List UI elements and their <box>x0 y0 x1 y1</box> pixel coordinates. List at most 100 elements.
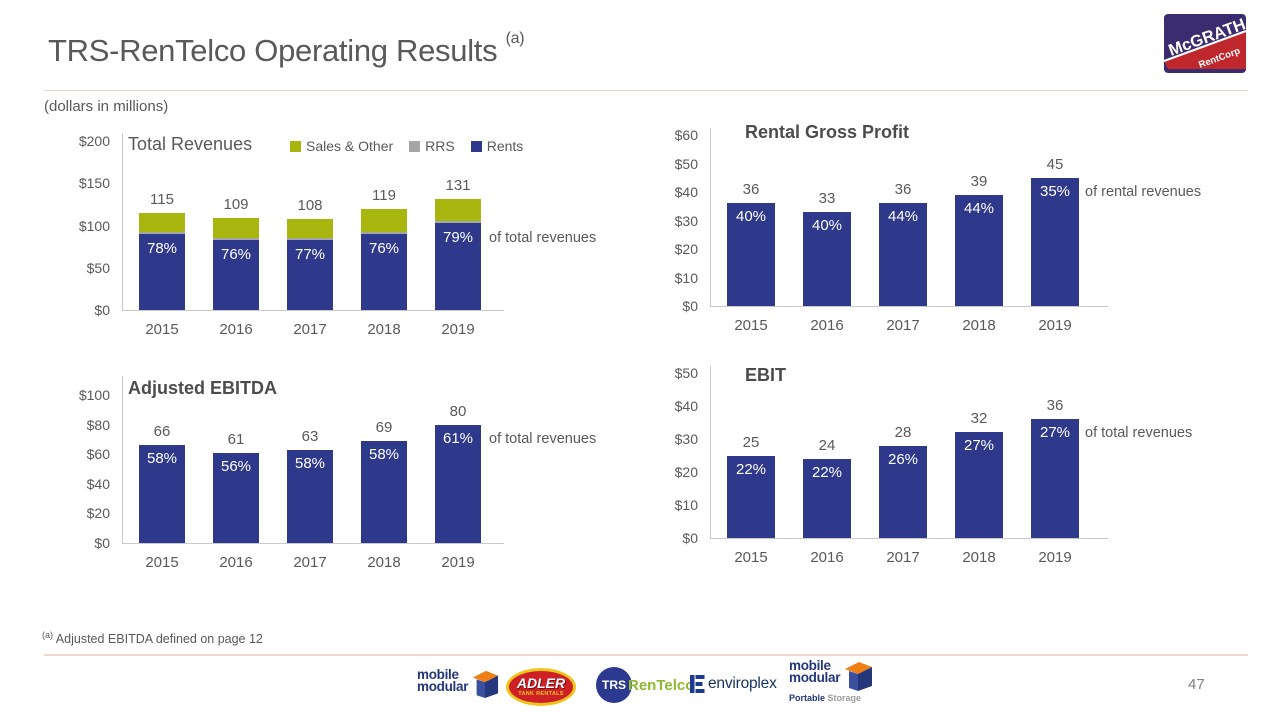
bar-percent-label: 58% <box>294 454 326 472</box>
bar-value-label: 61 <box>227 430 245 448</box>
bar <box>727 203 775 306</box>
legend-swatch-icon <box>290 140 301 152</box>
bar-percent-label: 61% <box>442 429 474 447</box>
x-axis-category-label: 2017 <box>293 321 327 338</box>
bar-value-label: 39 <box>970 172 988 190</box>
bar-value-label: 25 <box>742 433 760 451</box>
chart-rental-gross-profit: $60 $50 $40 $30 $20 $10 $0 Rental Gross Profit 3… <box>660 116 1238 356</box>
adler-subtext: TANK RENTALS <box>518 691 564 697</box>
bar-percent-label: 44% <box>887 208 919 226</box>
x-axis-category-label: 2019 <box>441 554 475 571</box>
bar-segment-rrs <box>361 232 407 234</box>
x-axis-category-label: 2015 <box>734 549 768 566</box>
bar <box>803 458 851 538</box>
bar-segment-sales-other <box>361 209 407 233</box>
bar-value-label: 119 <box>372 187 396 205</box>
x-axis-category-label: 2018 <box>367 554 401 571</box>
y-axis-tick-label: $30 <box>674 212 698 229</box>
bar-value-label: 131 <box>445 177 471 195</box>
bar-value-label: 36 <box>742 181 760 199</box>
legend-label: Sales & Other <box>306 138 394 154</box>
legend-swatch-icon <box>409 140 421 152</box>
mm-line1: mobile <box>417 667 459 682</box>
y-axis-tick-label: $50 <box>674 365 698 381</box>
mm-ps-sub-bold: Portable <box>789 693 826 703</box>
bar-segment-rents <box>287 239 333 310</box>
mm-ps-wordmark: mobile modular <box>789 659 840 685</box>
logo-red-triangle <box>1164 31 1246 69</box>
bar-segment-rents <box>213 239 259 310</box>
page-title-footnote-marker: (a) <box>505 30 525 47</box>
mobile-modular-box-icon <box>473 670 499 698</box>
y-axis-tick-label: $20 <box>86 505 110 522</box>
x-axis-category-label: 2018 <box>367 321 401 338</box>
enviroplex-wordmark: enviroplex <box>708 675 777 692</box>
bar-percent-label: 27% <box>963 437 995 455</box>
bar <box>1031 177 1079 306</box>
chart-ebit: $50 $40 $30 $20 $10 $0 EBIT 25 22% 2015 24 22% 2016 2… <box>660 358 1238 583</box>
header-divider <box>44 90 1248 91</box>
mobile-modular-wordmark: mobile modular <box>417 667 468 694</box>
x-axis-category-label: 2019 <box>441 321 475 338</box>
footer-divider <box>44 654 1248 656</box>
y-axis-tick-label: $100 <box>78 387 110 403</box>
y-axis-tick-label: $40 <box>674 398 698 414</box>
x-axis-category-label: 2016 <box>219 554 253 571</box>
bar-segment-rents <box>435 222 481 310</box>
bar-percent-label: 40% <box>811 216 843 234</box>
y-axis-tick-label: $10 <box>674 497 698 513</box>
chart-title: EBIT <box>745 365 787 385</box>
bar-segment-rrs <box>213 238 259 240</box>
bar <box>287 449 333 543</box>
y-axis-tick-label: $0 <box>94 302 110 318</box>
x-axis-line <box>122 543 504 544</box>
y-axis-tick-label: $80 <box>86 416 110 433</box>
x-axis-category-label: 2018 <box>962 317 996 334</box>
x-axis-category-label: 2019 <box>1038 317 1072 334</box>
y-axis-line <box>122 133 123 310</box>
side-note: of total revenues <box>1085 425 1193 442</box>
x-axis-category-label: 2016 <box>810 317 844 334</box>
y-axis-tick-label: $60 <box>674 127 698 143</box>
bar <box>803 211 851 306</box>
enviroplex-logo: enviroplex <box>690 674 777 694</box>
bar-segment-rrs <box>435 221 481 223</box>
mobile-modular-logo: mobile modular <box>417 667 499 699</box>
bar <box>213 452 259 543</box>
mcgrath-rentcorp-logo: McGRATH RentCorp <box>1164 14 1246 73</box>
bar-value-label: 69 <box>375 418 393 436</box>
bar-percent-label: 77% <box>294 245 326 263</box>
chart-legend: Sales & Other RRS Rents <box>290 138 523 154</box>
bar-segment-sales-other <box>435 199 481 222</box>
bar-segment-rents <box>361 233 407 310</box>
mm-ps-subtext: Portable Storage <box>789 693 873 703</box>
y-axis-tick-label: $0 <box>94 535 110 551</box>
y-axis-tick-label: $10 <box>674 269 698 286</box>
bar-percent-label: 76% <box>220 245 252 263</box>
x-axis-category-label: 2017 <box>293 554 327 571</box>
x-axis-category-label: 2016 <box>810 549 844 566</box>
y-axis-tick-label: $0 <box>682 530 698 546</box>
y-axis-tick-label: $0 <box>682 298 698 314</box>
chart-adjusted-ebitda: $100 $80 $60 $40 $20 $0 Adjusted EBITDA 66 58% 20… <box>44 368 654 593</box>
bar-percent-label: 78% <box>146 239 178 257</box>
x-axis-line <box>710 538 1108 539</box>
side-note: of rental revenues <box>1085 183 1202 200</box>
trs-rentelco-logo: TRS RenTelco <box>596 667 694 703</box>
y-axis-tick-label: $150 <box>78 175 110 192</box>
bar-value-label: 33 <box>818 189 836 207</box>
legend-item: Sales & Other <box>290 138 393 154</box>
bar-value-label: 80 <box>449 402 467 420</box>
x-axis-line <box>122 310 504 311</box>
legend-item: Rents <box>470 138 523 154</box>
logo-diagonal-stripe <box>1164 30 1246 62</box>
bar <box>727 455 775 538</box>
y-axis-tick-label: $100 <box>78 217 110 234</box>
bar <box>879 445 927 538</box>
trs-circle-icon: TRS <box>596 667 632 703</box>
mm-ps-top: mobile modular <box>789 659 873 692</box>
x-axis-category-label: 2015 <box>145 554 179 571</box>
bar-percent-label: 22% <box>811 463 843 481</box>
y-axis-tick-label: $60 <box>86 446 110 463</box>
x-axis-category-label: 2019 <box>1038 549 1072 566</box>
